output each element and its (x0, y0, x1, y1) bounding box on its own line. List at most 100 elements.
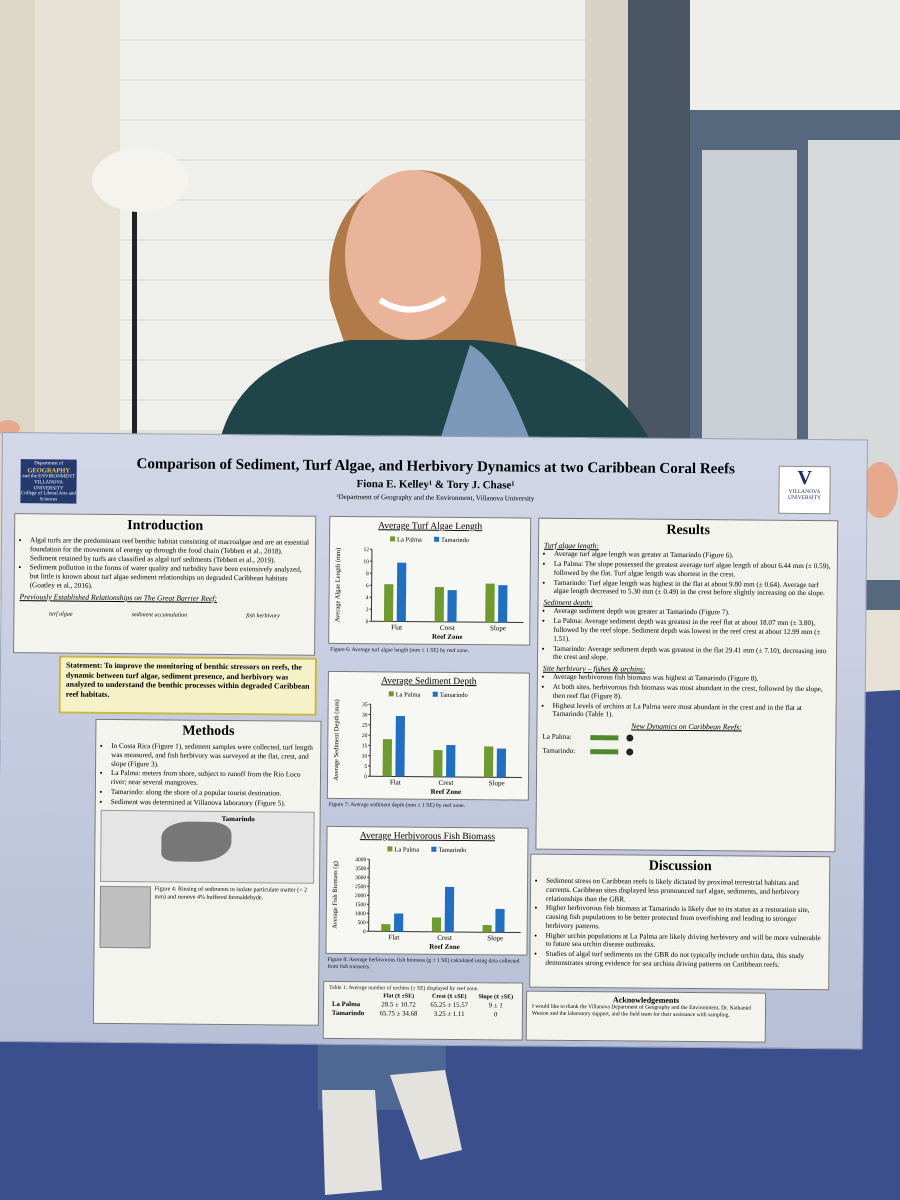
y-tick-label: 1500 (355, 902, 366, 908)
y-tick-label: 15 (362, 743, 368, 749)
legend-label: La Palma (397, 536, 422, 543)
lab-photo (99, 886, 151, 949)
bar (485, 583, 495, 623)
table-panel: Table 1: Average number of urchins (± SE… (322, 980, 524, 1041)
bar (433, 750, 443, 777)
icon-label: sediment accumulation (131, 612, 188, 619)
legend-label: Tamarindo (440, 692, 468, 699)
bullet: Tamarindo: Average sediment depth was gr… (553, 644, 831, 664)
bullet: Sediment pollution in the forms of water… (30, 564, 310, 593)
left-hand (0, 420, 20, 436)
bullet: Higher herbivorous fish biomass at Tamar… (546, 904, 824, 933)
bullet-list: Average sediment depth was greater at Ta… (543, 607, 831, 664)
site-label: La Palma: (542, 732, 572, 741)
section-heading: Results (666, 522, 711, 539)
right-hand (862, 462, 898, 518)
bar (482, 925, 492, 933)
y-tick-label: 2500 (355, 884, 366, 890)
bar (382, 739, 393, 777)
bar (381, 924, 391, 932)
table-cell: 9 ± 1 (488, 1001, 503, 1010)
table-row: Tamarindo 65.75 ± 34.68 3.25 ± 1.11 0 (329, 1009, 517, 1020)
bar (483, 746, 494, 778)
legend-swatch (388, 691, 394, 697)
bullet: Algal turfs are the predominant reef ben… (30, 536, 310, 565)
acknowledgements-text: I would like to thank the Villanova Depa… (531, 1003, 752, 1019)
chart: Average Sediment Depth La Palma Tamarindo 0… (333, 676, 523, 796)
legend-label: La Palma (396, 691, 421, 698)
bullet-list: Average turf algae length was greater at… (544, 550, 832, 598)
chart: Average Herbivorous Fish Biomass La Palma… (332, 831, 521, 951)
y-axis (369, 704, 372, 777)
bullet: Tamarindo: Turf algae length was highest… (554, 578, 832, 598)
dynamics-diagram: La Palma: Tamarindo: (542, 730, 830, 761)
door-frame (628, 0, 690, 440)
y-tick-label: 6 (366, 583, 369, 589)
y-tick-label: 25 (362, 723, 368, 729)
table-cell: Tamarindo (331, 1009, 365, 1017)
section-heading: Discussion (648, 858, 712, 875)
y-tick-label: 3500 (355, 866, 366, 872)
bullet: At both sites, herbivorous fish biomass … (553, 683, 831, 703)
figure-caption: Figure 7: Average sediment depth (mm ± 1… (328, 801, 466, 810)
figure-caption: Figure 8: Average herbivorous fish bioma… (327, 956, 520, 970)
introduction-text: Algal turfs are the predominant reef ben… (19, 536, 310, 621)
x-tick-label: Flat (390, 778, 401, 786)
urchin-icon (626, 748, 634, 756)
y-tick-label: 4 (366, 595, 369, 601)
bar (498, 585, 508, 623)
bullet: La Palma: meters from shore, subject to … (111, 769, 315, 788)
fleece-panel (440, 345, 530, 440)
bar (444, 886, 455, 932)
table-cell: 28.5 ± 10.72 (381, 1001, 416, 1009)
bullet: Tamarindo: along the shore of a popular … (111, 788, 315, 799)
chart-panel: Average Turf Algae Length La Palma Tamarin… (328, 515, 532, 646)
bar (495, 908, 505, 933)
legend-swatch (434, 536, 440, 542)
bar (395, 715, 405, 777)
legend-label: Tamarindo (438, 847, 466, 854)
x-axis-label: Reef Zone (429, 943, 460, 951)
bar (434, 586, 445, 622)
bullet: Highest levels of urchins at La Palma we… (553, 702, 831, 722)
y-tick-label: 5 (364, 764, 367, 770)
bullet: La Palma: The slope possessed the greate… (554, 560, 832, 580)
x-tick-label: Slope (489, 779, 505, 787)
table-cell: 65.25 ± 15.57 (430, 1001, 469, 1009)
icon-label: fish herbivory (246, 613, 280, 620)
bar (383, 584, 394, 622)
discussion-panel: Discussion Sediment stress on Caribbean … (529, 853, 831, 991)
urchin-icon (626, 734, 634, 742)
y-axis-label: Average Algae Length (mm) (334, 548, 342, 622)
map-label: Tamarindo (221, 815, 255, 824)
x-axis-label: Reef Zone (432, 633, 463, 641)
section-heading: Methods (182, 723, 235, 740)
y-tick-label: 0 (364, 774, 367, 780)
y-tick-label: 4000 (355, 857, 366, 863)
bar (396, 562, 407, 622)
x-tick-label: Flat (391, 623, 402, 631)
legend-swatch (387, 846, 393, 852)
y-tick-label: 3000 (355, 875, 366, 881)
bullet: In Costa Rica (Figure 1), sediment sampl… (111, 742, 315, 770)
table-cell: 0 (493, 1011, 498, 1019)
methods-figure-row: Figure 4: Rinsing of sediments to isolat… (99, 886, 314, 950)
legend-label: La Palma (394, 846, 419, 853)
face (345, 170, 481, 340)
legend-swatch (431, 846, 437, 852)
bar (447, 590, 457, 622)
villanova-logo: V VILLANOVA UNIVERSITY (778, 465, 831, 515)
turf-icon (590, 748, 619, 755)
icon-row: turf algae sediment accumulation fish herb… (19, 611, 309, 621)
x-tick-label: Crest (437, 934, 452, 942)
bullet-list: Sediment stress on Caribbean reefs is li… (535, 877, 824, 970)
x-tick-label: Crest (440, 624, 455, 632)
y-tick-label: 30 (362, 712, 368, 718)
results-panel: Results Turf algae length:Average turf a… (535, 517, 839, 853)
legend-label: Tamarindo (441, 537, 469, 544)
legend-swatch (432, 691, 438, 697)
subheading: Previously Established Relationships on … (19, 591, 218, 603)
y-tick-label: 2 (366, 607, 369, 613)
y-tick-label: 0 (366, 619, 369, 625)
